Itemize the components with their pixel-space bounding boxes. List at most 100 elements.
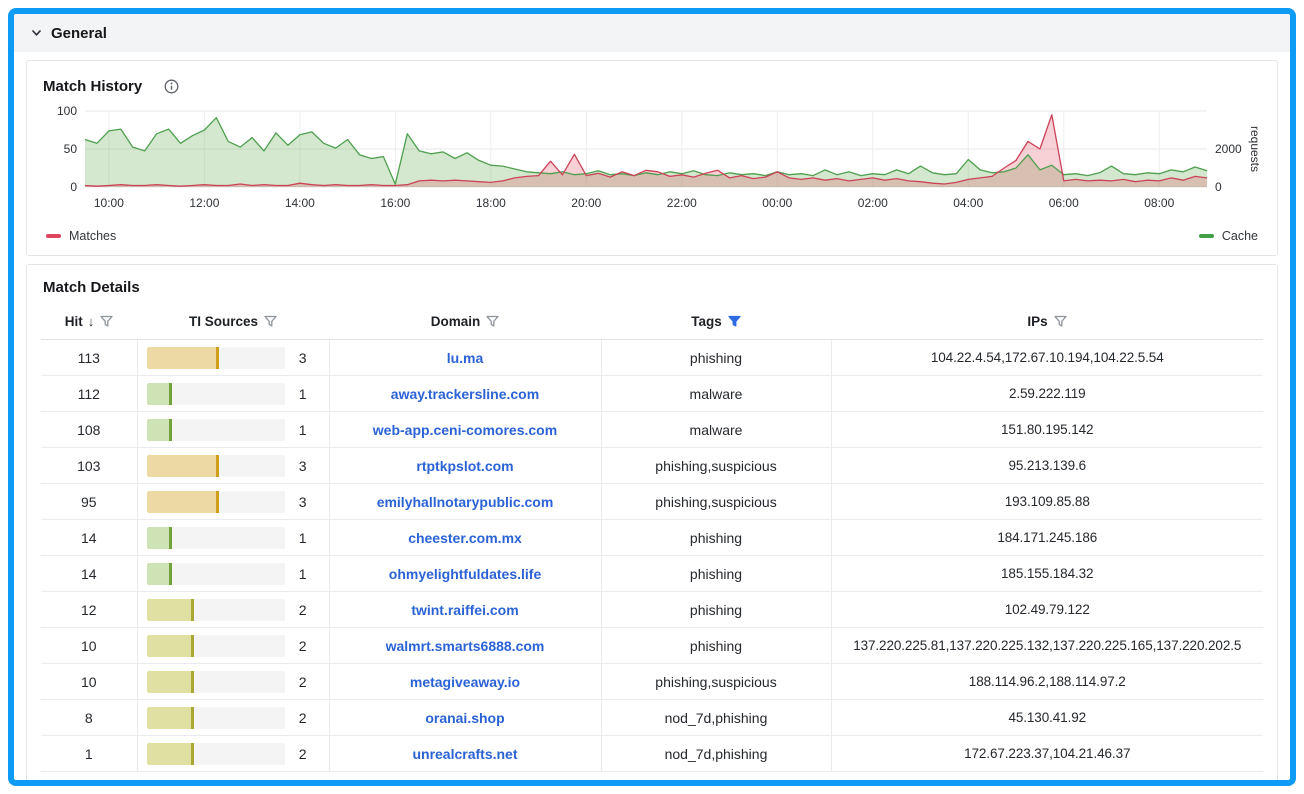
ti-sources-cell: 2 [137, 735, 330, 772]
legend-cache[interactable]: Cache [1198, 229, 1258, 243]
info-icon[interactable] [164, 79, 179, 94]
ips-cell: 45.130.41.92 [831, 699, 1263, 736]
x-axis-tick: 00:00 [762, 196, 792, 210]
domain-link[interactable]: rtptkpslot.com [416, 457, 514, 474]
matches-line [84, 114, 1208, 187]
filter-icon[interactable] [728, 315, 741, 328]
hit-cell: 103 [41, 447, 138, 484]
tags-cell: malware [601, 375, 832, 412]
ti-sources-bar [146, 454, 285, 477]
ti-sources-count: 2 [298, 673, 307, 690]
table-row: 12 2 twint.raiffei.com phishing 102.49.79.12… [41, 591, 1263, 628]
match-details-table: Hit ↓ TI Sources Domain Tags IPs 113 3 lu.ma phi… [41, 308, 1263, 772]
tags-cell: phishing,suspicious [601, 663, 832, 700]
domain-cell: emilyhallnotarypublic.com [329, 483, 602, 520]
ti-sources-cell: 2 [137, 699, 330, 736]
ti-sources-bar [146, 670, 285, 693]
x-axis-tick: 12:00 [189, 196, 219, 210]
cache-line [84, 117, 1208, 185]
ti-sources-cell: 1 [137, 411, 330, 448]
ips-cell: 137.220.225.81,137.220.225.132,137.220.2… [831, 627, 1263, 664]
domain-link[interactable]: ohmyelightfuldates.life [388, 565, 542, 582]
ti-sources-bar [146, 598, 285, 621]
x-axis-tick: 08:00 [1144, 196, 1174, 210]
domain-link[interactable]: lu.ma [446, 349, 484, 366]
ti-sources-bar [146, 742, 285, 765]
hit-cell: 1 [41, 735, 138, 772]
ti-sources-count: 2 [298, 601, 307, 618]
domain-link[interactable]: twint.raiffei.com [411, 601, 519, 618]
x-axis-tick: 14:00 [285, 196, 315, 210]
legend-matches[interactable]: Matches [46, 229, 116, 243]
ti-sources-bar [146, 382, 285, 405]
left-axis-tick: 50 [64, 142, 78, 156]
column-header-ti-sources[interactable]: TI Sources [137, 308, 329, 340]
right-axis-label: requests [1248, 126, 1262, 172]
table-row: 1 2 unrealcrafts.net nod_7d,phishing 172.67.… [41, 735, 1263, 772]
ti-sources-count: 1 [298, 529, 307, 546]
ti-sources-cell: 2 [137, 663, 330, 700]
domain-link[interactable]: web-app.ceni-comores.com [372, 421, 558, 438]
domain-cell: unrealcrafts.net [329, 735, 602, 772]
tags-cell: nod_7d,phishing [601, 735, 832, 772]
domain-link[interactable]: unrealcrafts.net [412, 745, 518, 762]
hit-cell: 10 [41, 663, 138, 700]
tags-cell: malware [601, 411, 832, 448]
column-header-ips[interactable]: IPs [831, 308, 1263, 340]
x-axis-tick: 22:00 [667, 196, 697, 210]
ips-cell: 95.213.139.6 [831, 447, 1263, 484]
domain-link[interactable]: metagiveaway.io [409, 673, 521, 690]
chart-legend: Matches Cache [41, 227, 1263, 245]
hit-cell: 14 [41, 555, 138, 592]
match-details-card: Match Details Hit ↓ TI Sources Domain Tags IP… [26, 264, 1278, 780]
ti-sources-count: 3 [298, 457, 307, 474]
matches-series-swatch-icon [46, 233, 61, 239]
ti-sources-cell: 1 [137, 555, 330, 592]
section-general-header[interactable]: General [14, 14, 1290, 52]
domain-link[interactable]: walmrt.smarts6888.com [385, 637, 545, 654]
column-label: TI Sources [188, 314, 259, 329]
domain-link[interactable]: oranai.shop [425, 709, 505, 726]
column-header-tags[interactable]: Tags [601, 308, 831, 340]
chart-svg: 0 50 100 10:00 12:00 14:00 16:00 18:00 20:00 22:0… [57, 104, 1262, 210]
ips-cell: 185.155.184.32 [831, 555, 1263, 592]
ti-sources-bar [146, 634, 285, 657]
right-axis-tick: 2000 [1215, 142, 1242, 156]
x-axis-tick: 04:00 [953, 196, 983, 210]
sort-desc-icon[interactable]: ↓ [87, 314, 95, 329]
chevron-down-icon [31, 29, 42, 36]
filter-icon[interactable] [486, 315, 499, 328]
ti-sources-count: 1 [298, 565, 307, 582]
column-header-domain[interactable]: Domain [329, 308, 601, 340]
domain-cell: web-app.ceni-comores.com [329, 411, 602, 448]
match-history-chart[interactable]: 0 50 100 10:00 12:00 14:00 16:00 18:00 20:00 22:0… [41, 103, 1263, 223]
ips-cell: 151.80.195.142 [831, 411, 1263, 448]
legend-cache-label: Cache [1221, 229, 1258, 243]
hit-cell: 113 [41, 339, 138, 376]
right-axis-tick: 0 [1215, 180, 1222, 194]
domain-link[interactable]: cheester.com.mx [408, 529, 522, 546]
table-row: 108 1 web-app.ceni-comores.com malware 151.8… [41, 411, 1263, 448]
column-header-hit[interactable]: Hit ↓ [41, 308, 137, 340]
ips-cell: 102.49.79.122 [831, 591, 1263, 628]
domain-link[interactable]: emilyhallnotarypublic.com [376, 493, 554, 510]
ti-sources-cell: 2 [137, 627, 330, 664]
x-axis-tick: 10:00 [94, 196, 124, 210]
domain-cell: walmrt.smarts6888.com [329, 627, 602, 664]
ti-sources-bar [146, 346, 285, 369]
table-row: 14 1 ohmyelightfuldates.life phishing 185.15… [41, 555, 1263, 592]
table-row: 113 3 lu.ma phishing 104.22.4.54,172.67.10.1… [41, 339, 1263, 376]
domain-link[interactable]: away.trackersline.com [390, 385, 540, 402]
ti-sources-cell: 1 [137, 375, 330, 412]
ti-sources-count: 1 [298, 385, 307, 402]
filter-icon[interactable] [1053, 315, 1067, 328]
table-row: 10 2 metagiveaway.io phishing,suspicious 188… [41, 663, 1263, 700]
domain-cell: metagiveaway.io [329, 663, 602, 700]
ti-sources-bar [146, 526, 285, 549]
table-row: 10 2 walmrt.smarts6888.com phishing 137.220.… [41, 627, 1263, 664]
hit-cell: 12 [41, 591, 138, 628]
filter-icon[interactable] [264, 315, 277, 328]
cache-series-swatch-icon [1198, 233, 1214, 239]
filter-icon[interactable] [100, 315, 113, 328]
tags-cell: phishing [601, 627, 832, 664]
